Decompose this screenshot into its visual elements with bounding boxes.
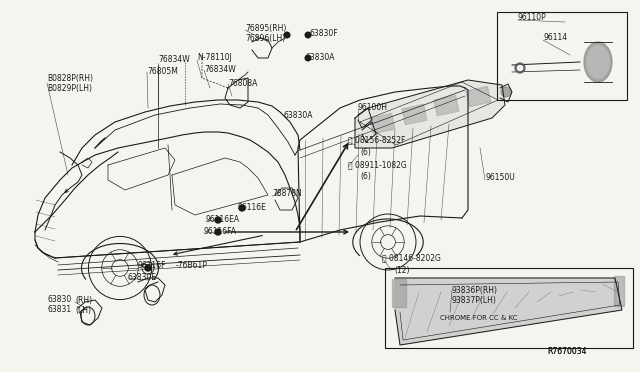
Text: 76895(RH): 76895(RH) <box>245 23 286 32</box>
Circle shape <box>518 65 522 71</box>
Text: N-78110J: N-78110J <box>197 54 232 62</box>
Circle shape <box>515 63 525 73</box>
Text: R7670034: R7670034 <box>547 347 586 356</box>
Circle shape <box>501 87 511 97</box>
Text: 63830F: 63830F <box>310 29 339 38</box>
Text: 63830: 63830 <box>47 295 71 305</box>
Bar <box>614 276 624 306</box>
Bar <box>392 279 406 307</box>
Text: Ⓑ 08156-8252F: Ⓑ 08156-8252F <box>348 135 405 144</box>
Text: 96116E: 96116E <box>238 202 267 212</box>
Text: 63830A: 63830A <box>305 54 335 62</box>
Circle shape <box>239 205 245 211</box>
Circle shape <box>305 32 312 38</box>
Polygon shape <box>395 278 622 345</box>
Text: 78878N: 78878N <box>272 189 301 199</box>
Text: 76896(LH): 76896(LH) <box>245 33 285 42</box>
Bar <box>385 268 633 348</box>
Text: (6): (6) <box>360 173 371 182</box>
Ellipse shape <box>587 46 609 78</box>
Text: (12): (12) <box>394 266 410 275</box>
Text: 63830E: 63830E <box>128 273 157 282</box>
Text: -76B61P: -76B61P <box>176 260 208 269</box>
Text: 76805M: 76805M <box>147 67 178 77</box>
Text: 93836P(RH): 93836P(RH) <box>452 285 498 295</box>
Bar <box>497 12 627 100</box>
Bar <box>466 86 491 107</box>
Text: (6): (6) <box>360 148 371 157</box>
Text: (RH): (RH) <box>75 295 92 305</box>
Circle shape <box>215 229 221 235</box>
Text: (LH): (LH) <box>75 305 91 314</box>
Text: B0829P(LH): B0829P(LH) <box>47 83 92 93</box>
Text: Ⓑ 08146-8202G: Ⓑ 08146-8202G <box>382 253 441 263</box>
Ellipse shape <box>584 42 612 82</box>
Text: 93837P(LH): 93837P(LH) <box>452 295 497 305</box>
Text: 96110P: 96110P <box>518 13 547 22</box>
Circle shape <box>215 217 221 223</box>
Text: B0828P(RH): B0828P(RH) <box>47 74 93 83</box>
Circle shape <box>305 55 312 61</box>
Bar <box>370 113 395 134</box>
Text: 76808A: 76808A <box>228 80 257 89</box>
Text: 76834W: 76834W <box>204 65 236 74</box>
Text: Ⓝ 08911-1082G: Ⓝ 08911-1082G <box>348 160 407 170</box>
Text: 96150U: 96150U <box>485 173 515 183</box>
Text: CHROME FOR CC & KC: CHROME FOR CC & KC <box>440 315 518 321</box>
Circle shape <box>145 265 151 271</box>
Text: 76834W: 76834W <box>158 55 189 64</box>
Text: R7670034: R7670034 <box>547 347 586 356</box>
Polygon shape <box>355 80 505 148</box>
Text: 96116EA: 96116EA <box>206 215 240 224</box>
Text: 96100H: 96100H <box>358 103 388 112</box>
Circle shape <box>284 32 291 38</box>
Bar <box>434 96 459 116</box>
Text: 96114: 96114 <box>543 33 567 42</box>
Text: 96116F: 96116F <box>138 260 166 269</box>
Text: 63831: 63831 <box>47 305 71 314</box>
Text: 96116FA: 96116FA <box>204 228 237 237</box>
Bar <box>402 105 427 125</box>
Text: 63830A: 63830A <box>283 110 312 119</box>
